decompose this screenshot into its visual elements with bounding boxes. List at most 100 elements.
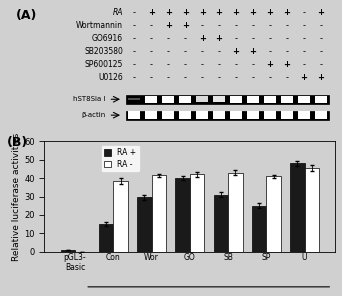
Text: -: - <box>235 21 238 30</box>
Bar <box>175 178 190 252</box>
Text: -: - <box>167 47 170 56</box>
Text: -: - <box>150 73 153 82</box>
FancyBboxPatch shape <box>315 112 327 119</box>
Text: +: + <box>266 60 274 69</box>
FancyBboxPatch shape <box>230 96 242 103</box>
Text: -: - <box>286 47 288 56</box>
Text: U0126: U0126 <box>98 73 123 82</box>
Text: -: - <box>235 34 238 43</box>
Text: -: - <box>184 47 187 56</box>
Bar <box>228 173 242 252</box>
Text: -: - <box>218 60 221 69</box>
Text: -: - <box>218 73 221 82</box>
Bar <box>305 168 319 252</box>
Text: -: - <box>286 21 288 30</box>
Text: -: - <box>133 34 136 43</box>
Text: -: - <box>286 34 288 43</box>
Text: -: - <box>150 60 153 69</box>
Bar <box>61 250 75 252</box>
Bar <box>99 224 113 252</box>
Text: -: - <box>133 60 136 69</box>
Text: -: - <box>150 21 153 30</box>
Text: -: - <box>133 73 136 82</box>
Text: +: + <box>250 47 256 56</box>
Bar <box>190 174 204 252</box>
Bar <box>113 181 128 252</box>
Text: -: - <box>235 60 238 69</box>
FancyBboxPatch shape <box>179 96 191 103</box>
Text: -: - <box>268 73 272 82</box>
Text: -: - <box>167 60 170 69</box>
Text: +: + <box>266 8 274 17</box>
FancyBboxPatch shape <box>213 96 225 102</box>
FancyBboxPatch shape <box>298 96 310 103</box>
Text: -: - <box>251 73 254 82</box>
FancyBboxPatch shape <box>281 112 293 119</box>
Text: -: - <box>201 21 204 30</box>
Bar <box>290 163 305 252</box>
Text: -: - <box>251 34 254 43</box>
Text: +: + <box>233 8 240 17</box>
Text: +: + <box>182 8 189 17</box>
Text: -: - <box>184 34 187 43</box>
Text: +: + <box>284 8 290 17</box>
Text: +: + <box>182 21 189 30</box>
Bar <box>213 195 228 252</box>
FancyBboxPatch shape <box>145 96 157 103</box>
Text: -: - <box>302 47 305 56</box>
Text: -: - <box>268 47 272 56</box>
FancyBboxPatch shape <box>162 96 174 103</box>
Text: -: - <box>133 47 136 56</box>
Text: -: - <box>218 47 221 56</box>
FancyBboxPatch shape <box>264 96 276 103</box>
Text: -: - <box>302 21 305 30</box>
Text: -: - <box>319 47 323 56</box>
Text: -: - <box>251 21 254 30</box>
Text: -: - <box>268 34 272 43</box>
Text: +: + <box>199 34 206 43</box>
Text: Wortmannin: Wortmannin <box>76 21 123 30</box>
FancyBboxPatch shape <box>315 96 327 103</box>
FancyBboxPatch shape <box>196 96 208 102</box>
Text: -: - <box>251 60 254 69</box>
Text: -: - <box>319 34 323 43</box>
Text: -: - <box>201 47 204 56</box>
Text: GO6916: GO6916 <box>92 34 123 43</box>
Text: +: + <box>165 21 172 30</box>
Text: +: + <box>148 8 155 17</box>
Text: -: - <box>235 73 238 82</box>
Text: β-actin: β-actin <box>81 112 105 118</box>
FancyBboxPatch shape <box>162 112 174 119</box>
FancyBboxPatch shape <box>247 96 259 103</box>
Text: +: + <box>317 73 324 82</box>
Text: +: + <box>233 47 240 56</box>
Text: +: + <box>317 8 324 17</box>
Text: +: + <box>215 8 223 17</box>
Text: +: + <box>215 34 223 43</box>
Bar <box>266 176 281 252</box>
Text: -: - <box>286 73 288 82</box>
Text: -: - <box>150 47 153 56</box>
Text: -: - <box>167 73 170 82</box>
Y-axis label: Relative luciferase activities: Relative luciferase activities <box>12 132 21 261</box>
FancyBboxPatch shape <box>247 112 259 119</box>
Text: -: - <box>184 60 187 69</box>
Text: RA: RA <box>113 8 123 17</box>
FancyBboxPatch shape <box>213 112 225 119</box>
Bar <box>137 197 152 252</box>
Text: +: + <box>284 60 290 69</box>
Text: +: + <box>250 8 256 17</box>
Text: -: - <box>302 34 305 43</box>
FancyBboxPatch shape <box>179 112 191 119</box>
FancyBboxPatch shape <box>264 112 276 119</box>
Text: -: - <box>319 60 323 69</box>
FancyBboxPatch shape <box>298 112 310 119</box>
FancyBboxPatch shape <box>230 112 242 119</box>
Text: (B): (B) <box>7 136 28 149</box>
Text: +: + <box>165 8 172 17</box>
Text: -: - <box>201 73 204 82</box>
Text: -: - <box>184 73 187 82</box>
FancyBboxPatch shape <box>128 112 140 119</box>
Text: -: - <box>268 21 272 30</box>
FancyBboxPatch shape <box>145 112 157 119</box>
